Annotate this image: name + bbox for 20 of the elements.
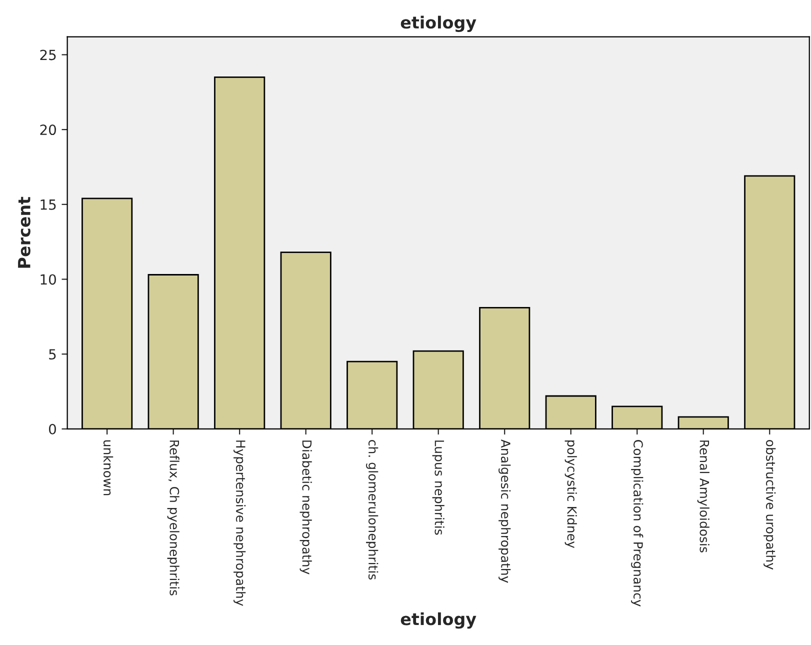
x-tick-label: Diabetic nephropathy	[300, 440, 312, 574]
chart-title: etiology	[400, 16, 476, 32]
y-tick-label: 20	[40, 124, 56, 136]
y-tick-label: 25	[40, 50, 56, 60]
x-tick-label: Complication of Pregnancy	[631, 440, 644, 606]
x-tick-label: Reflux, Ch pyelonephritis	[167, 440, 180, 596]
x-tick-label: Hypertensive nephropathy	[234, 440, 246, 606]
y-tick-label: 10	[40, 274, 56, 285]
x-tick-label: Analgesic nephropathy	[498, 439, 511, 583]
x-tick-label: obstructive uropathy	[764, 440, 776, 570]
y-tick-label: 0	[48, 424, 56, 434]
y-tick-label: 15	[40, 200, 56, 210]
y-tick-label: 5	[49, 349, 56, 360]
x-tick-label: unknown	[103, 440, 114, 496]
x-tick-label: Renal Amyloidosis	[697, 440, 710, 552]
y-axis-title: Percent	[18, 196, 30, 268]
x-tick-label: Lupus nephritis	[432, 440, 444, 535]
x-tick-label: polycystic Kidney	[564, 440, 577, 548]
x-axis-title: etiology	[400, 612, 476, 629]
x-tick-label: ch. glomerulonephritis	[366, 440, 378, 580]
